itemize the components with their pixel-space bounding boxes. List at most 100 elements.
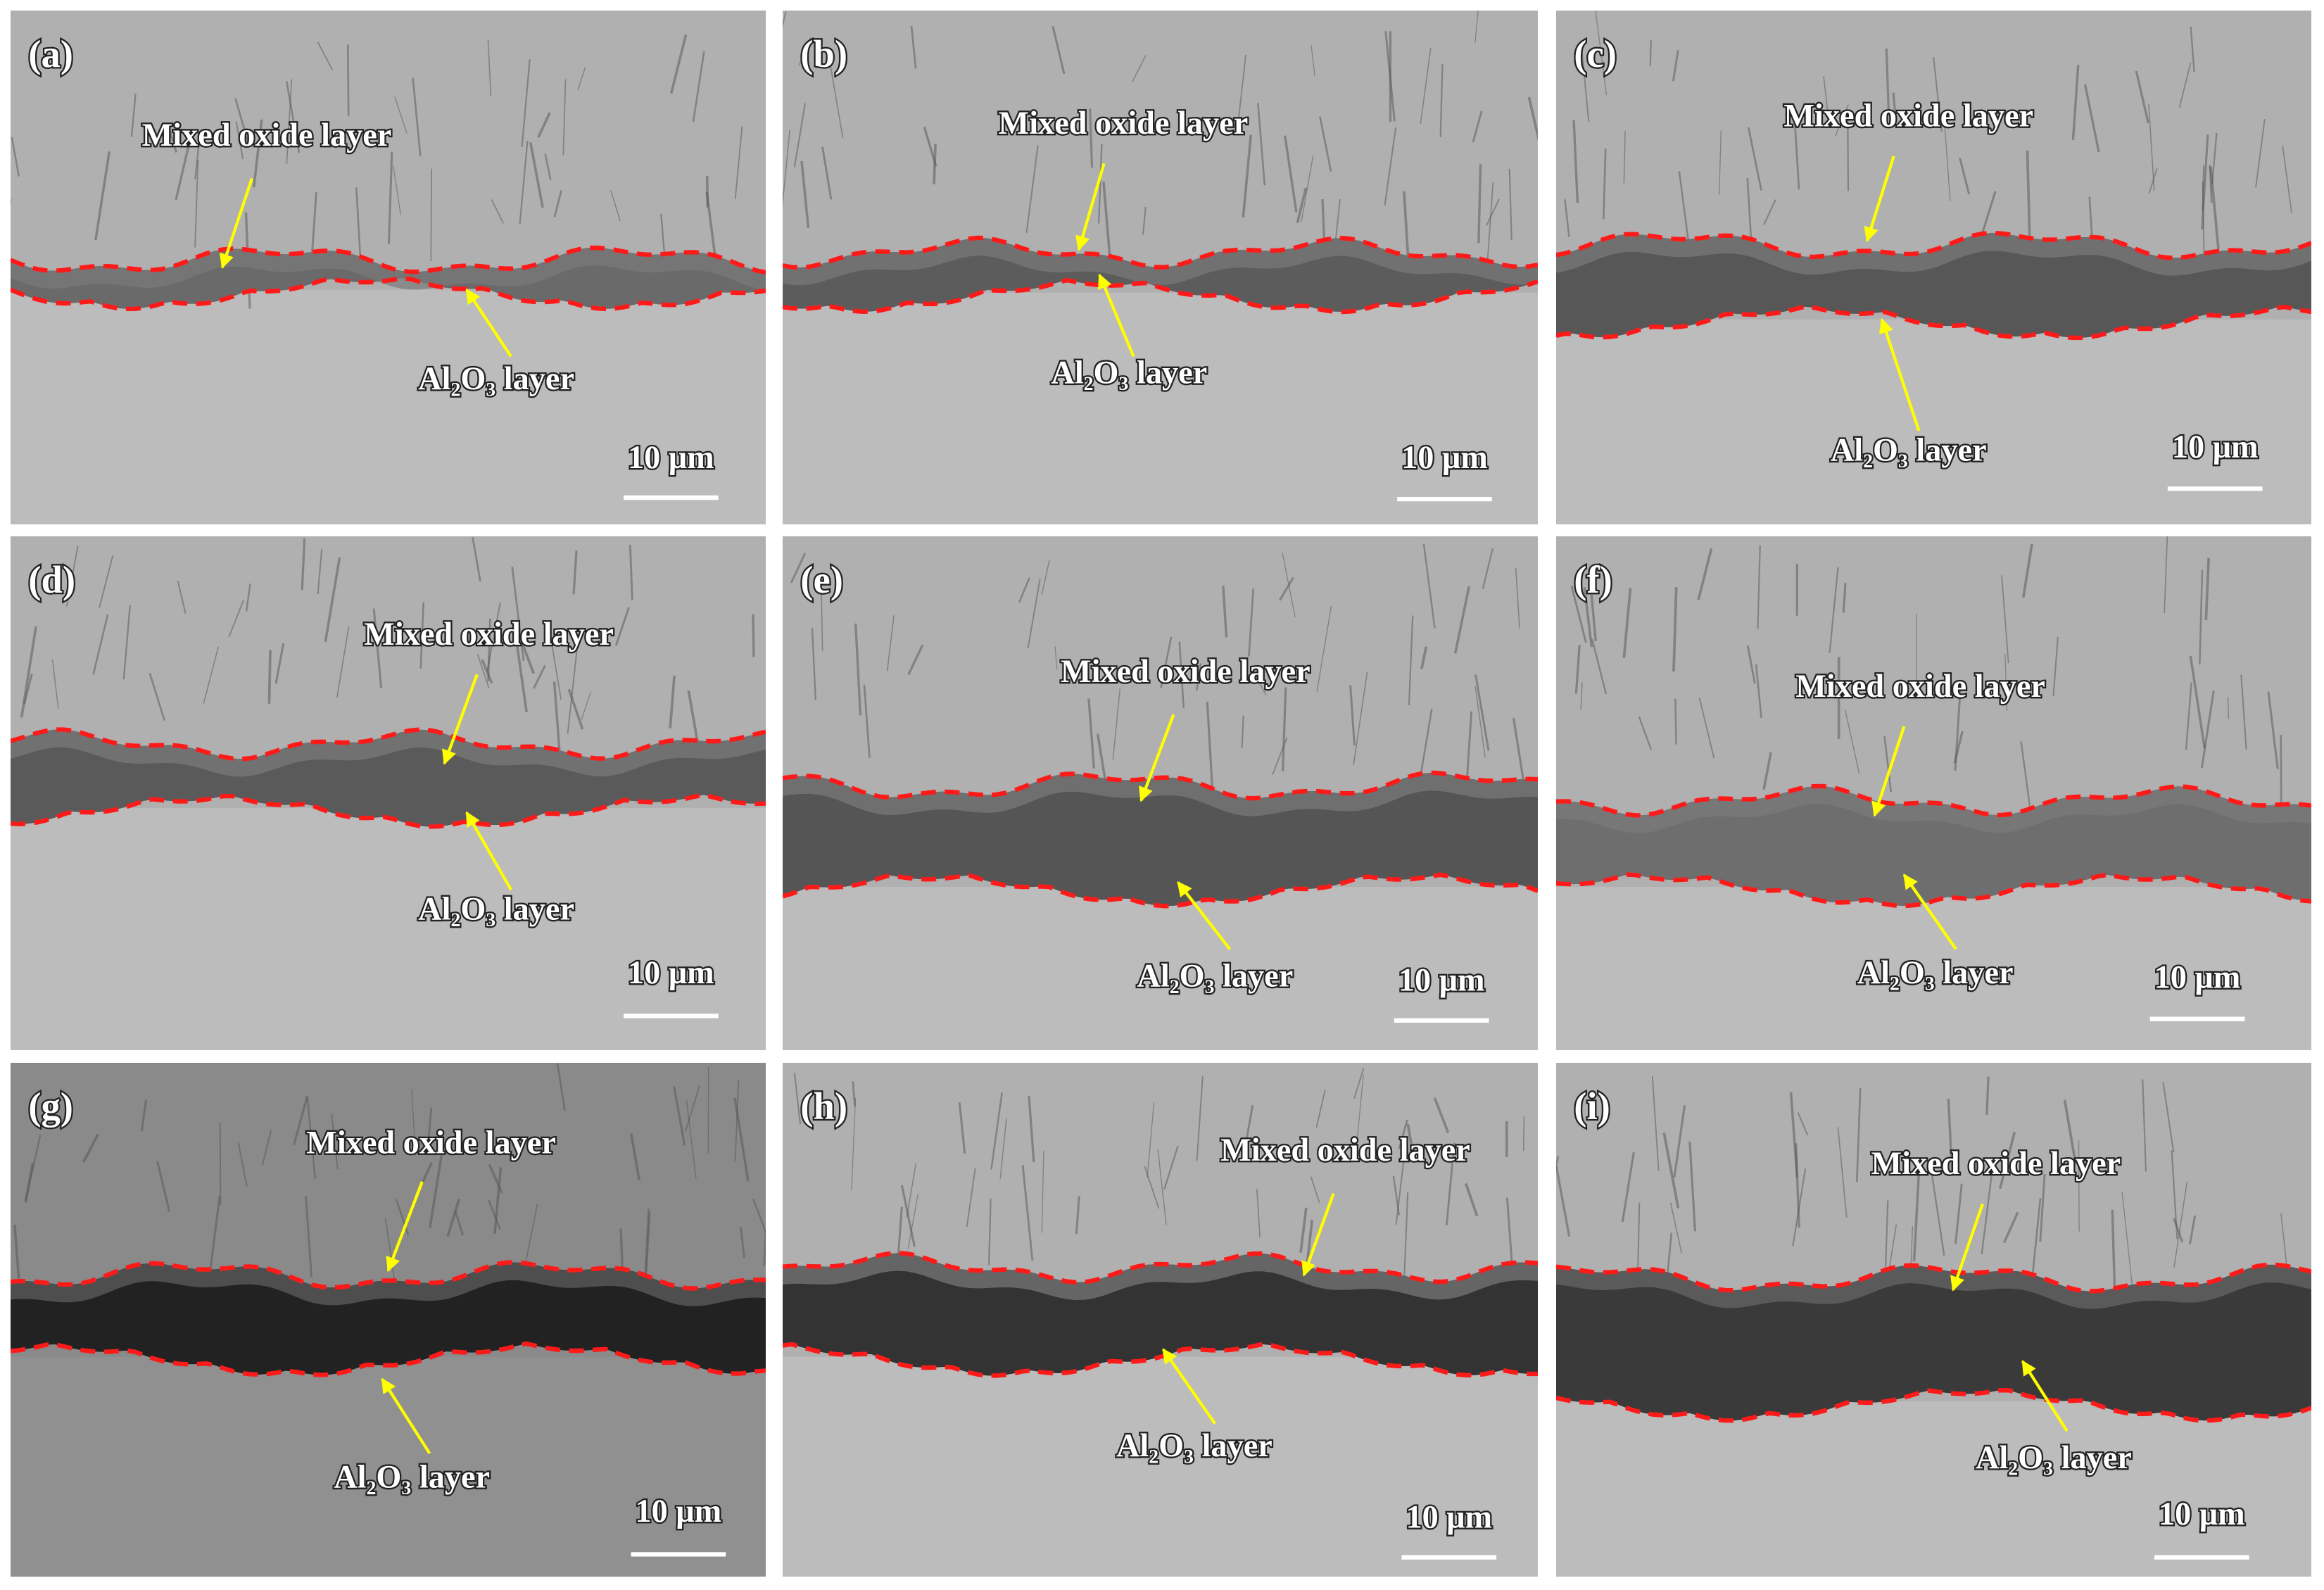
texture-streak [261,1130,272,1166]
texture-streak [94,151,111,241]
scale-bar-label: 10 μm [2154,959,2241,995]
sem-panel: (b) Mixed oxide layer Al₂O₃ layer 10 μm [783,11,1538,524]
texture-streak [1980,191,1997,237]
texture-streak [1419,709,1433,778]
texture-streak [1144,1166,1160,1209]
texture-streak [1954,1183,1963,1244]
scale-bar-label: 10 μm [2159,1496,2245,1532]
texture-streak [488,1199,501,1230]
texture-streak [1622,588,1632,658]
texture-streak [2052,636,2059,697]
substrate-region [783,292,1538,524]
texture-streak [562,79,567,156]
texture-streak [1097,144,1103,224]
mixed-oxide-band [783,237,1538,286]
boundary-top [783,235,1538,270]
texture-streak [1662,1132,1680,1209]
texture-streak [1912,1175,1920,1262]
texture-streak [752,1198,766,1235]
texture-streak [783,130,790,209]
texture-streak [2204,557,2211,620]
boundary-bottom [11,276,766,312]
texture-streak [793,1073,802,1125]
texture-streak [1602,149,1607,220]
texture-streak [20,626,37,718]
texture-streak [577,66,586,91]
texture-streak [572,550,578,595]
texture-streak [1688,1141,1697,1232]
texture-streak [1474,686,1486,758]
texture-streak [1195,663,1202,691]
texture-streak [99,555,114,608]
arrow [1075,163,1106,251]
arrow [465,288,512,358]
texture-streak [1474,11,1479,43]
texture-streak [1420,48,1432,125]
texture-streak [1147,1102,1155,1178]
texture-streak [1669,1202,1683,1254]
al2o3-label: Al₂O₃ layer [1831,432,1987,468]
texture-streak [1672,587,1678,672]
texture-streak [2111,1209,2116,1300]
texture-streak [692,51,705,122]
texture-streak [426,1107,433,1154]
texture-streak [1835,104,1849,137]
texture-streak [2121,1192,2133,1288]
texture-streak [2200,690,2215,769]
texture-streak [1206,701,1213,788]
texture-streak [1719,130,1722,195]
texture-streak [1651,1075,1660,1171]
arrow [219,177,253,270]
mixed-oxide-band [11,1262,766,1306]
scale-bar-label: 10 μm [2172,429,2259,465]
texture-streak [1319,116,1332,172]
texture-streak [793,103,806,168]
texture-streak [1087,698,1096,769]
texture-streak [252,119,263,188]
texture-streak [733,1097,750,1182]
boundary-top [1556,1262,2311,1294]
arrow [1301,1192,1335,1277]
texture-streak [734,1079,740,1161]
texture-streak [1837,1127,1848,1218]
texture-streak [1278,576,1294,601]
texture-streak [2162,1082,2175,1153]
texture-streak [673,1086,686,1146]
texture-streak [324,557,341,642]
mixed-oxide-band [11,729,766,777]
texture-streak [1477,164,1482,244]
texture-streak [446,1199,461,1237]
mixed-oxide-band [1556,233,2311,276]
texture-streak [1570,586,1587,643]
texture-streak [1515,567,1520,629]
texture-streak [1142,206,1147,235]
arrow [1902,873,1957,950]
mixed-oxide-label: Mixed oxide layer [1795,669,2045,705]
texture-streak [419,1161,434,1187]
texture-streak [910,25,917,69]
texture-streak [1406,1123,1415,1162]
sem-panel: (e) Mixed oxide layer Al₂O₃ layer 10 μm [783,536,1538,1050]
texture-streak [907,1193,919,1249]
scale-bar-label: 10 μm [1398,963,1485,999]
texture-streak [267,650,272,704]
arrow [1161,1348,1217,1425]
texture-streak [1930,1170,1945,1256]
texture-streak [1595,11,1608,96]
texture-streak [1953,731,1964,764]
boundary-top [783,770,1538,801]
mixed-oxide-label: Mixed oxide layer [364,617,614,652]
sem-panel: (d) Mixed oxide layer Al₂O₃ layer 10 μm [11,536,766,1050]
texture-streak [2063,1099,2078,1165]
texture-streak [1999,1131,2016,1190]
texture-streak [629,1133,640,1181]
texture-streak [1353,671,1368,765]
texture-streak [1241,715,1244,748]
texture-streak [2185,682,2192,750]
texture-streak [177,580,187,614]
texture-streak [285,80,301,153]
texture-streak [629,545,633,600]
al2o3-label: Al₂O₃ layer [418,361,574,397]
texture-streak [2178,62,2192,108]
